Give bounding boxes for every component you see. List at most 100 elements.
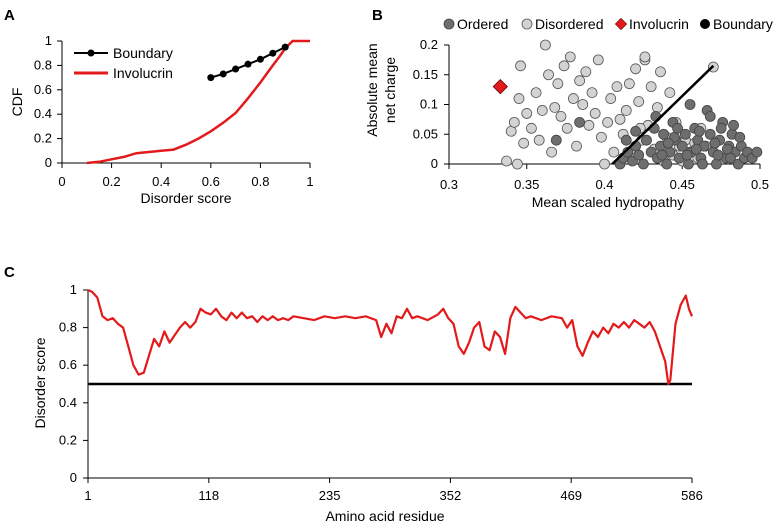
ordered-point [681,149,693,161]
disordered-point [518,137,530,149]
legend-boundary-b-label: Boundary [713,16,773,32]
legend-boundary-label: Boundary [113,45,173,61]
panel-b-y-tick-label: 0 [431,156,438,171]
panel-a-y-tick-label: 0.8 [34,57,52,72]
disordered-point [583,119,595,131]
disordered-point [614,113,626,125]
disordered-point [546,146,558,158]
ordered-point [662,137,674,149]
ordered-point [672,122,683,134]
panel-b-y-tick-label: 0.1 [420,97,438,112]
disordered-point [540,39,551,51]
panel-c-y-tick-label: 0.2 [59,432,77,447]
disordered-point [558,60,570,72]
disordered-point [620,105,632,116]
legend-involucrin-b-label: Involucrin [629,16,689,32]
ordered-point [721,143,733,155]
panel-a-x-tick-label: 0 [58,174,65,189]
ordered-point [633,149,645,161]
panel-c-chart: 0 0.2 0.4 0.6 0.8 1 1 118 235 352 469 586 Amino ac… [32,282,703,524]
panel-b-y-tick-label: 0.2 [420,37,438,52]
panel-b-x-tick-label: 0.3 [440,177,458,192]
ordered-point [630,125,641,137]
ordered-point [684,99,696,110]
panel-c-x-tick-label: 118 [198,488,219,503]
ordered-point [658,128,669,140]
disordered-point [555,111,567,122]
disordered-point [536,105,548,116]
disordered-point [651,102,663,113]
ordered-point [679,128,691,140]
disordered-point [574,75,586,87]
boundary-point [207,74,215,82]
disordered-point [639,51,651,63]
disordered-point [630,63,641,75]
disordered-point [568,93,579,104]
panel-c-y-tick-label: 0.6 [59,357,77,372]
panel-c-y-tick-label: 0.4 [59,395,77,410]
legend-boundary-marker [87,49,95,57]
panel-label-b: B [372,7,383,24]
ordered-point [711,158,722,170]
disordered-point [664,87,676,98]
disordered-point [505,125,517,137]
series-involucrin-cdf-line [86,39,310,165]
disordered-point [508,116,520,128]
panel-a-x-tick-label: 0.6 [202,174,220,189]
panel-b-x-label: Mean scaled hydropathy [532,194,685,210]
ordered-point [751,146,763,158]
panel-a-x-tick-label: 1 [306,174,313,189]
disorder-score-line [87,289,694,386]
panel-a-y-tick-label: 1 [45,33,52,48]
ordered-point [709,137,721,149]
disordered-point [611,81,623,93]
disordered-point [577,99,589,110]
disordered-point [580,66,592,78]
boundary-point [232,65,240,73]
disordered-point [599,158,610,170]
panel-b-chart: 0 0.05 0.1 0.15 0.2 0.3 0.35 0.4 0.45 0.5 Mean s… [364,16,773,210]
disordered-point [564,51,576,63]
panel-b-y-label-line2: net charge [382,57,398,123]
disordered-point [623,78,635,90]
ordered-point [704,128,716,140]
disordered-point [512,158,523,170]
ordered-point [661,158,673,170]
disordered-point [608,146,620,158]
panel-b-boundary-line [611,64,715,165]
ordered-point [683,158,694,170]
boundary-point [219,70,227,78]
panel-b-x-tick-label: 0.4 [595,177,613,192]
disordered-point [592,54,604,66]
panel-c-y-tick-label: 0 [70,470,77,485]
disordered-point [561,122,573,134]
ordered-point [704,111,716,122]
boundary-point [281,43,289,51]
panel-label-c: C [4,264,15,281]
panel-b-y-tick-label: 0.05 [413,126,438,141]
ordered-point [728,119,739,131]
ordered-point [574,116,586,128]
disordered-point [633,96,645,107]
disordered-point [645,81,657,93]
legend-disordered-label: Disordered [535,16,603,32]
disordered-point [549,102,561,113]
ordered-point [641,134,652,146]
disordered-point [530,87,542,98]
ordered-point [697,158,708,170]
ordered-point [690,143,702,155]
legend-disordered-marker [521,18,533,30]
panel-a-legend: Boundary Involucrin [74,45,173,81]
ordered-point [725,152,736,164]
involucrin-point [492,79,508,95]
ordered-point [712,149,724,161]
ordered-point [637,158,649,170]
disordered-point [526,122,537,134]
boundary-point [244,60,252,68]
panel-b-x-tick-label: 0.5 [751,177,769,192]
panel-c-y-tick-label: 1 [70,282,77,297]
legend-ordered-marker [443,18,455,30]
legend-involucrin-marker [614,17,628,31]
ordered-point [656,149,668,161]
ordered-point [620,134,632,146]
